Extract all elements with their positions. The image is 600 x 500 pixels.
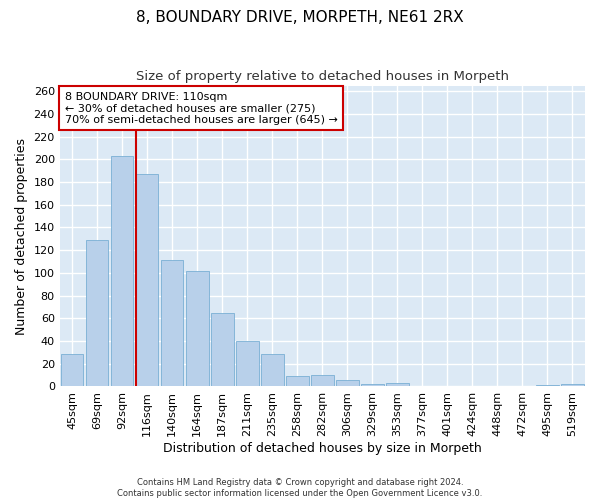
Bar	[361, 384, 383, 386]
Bar	[286, 376, 308, 386]
Bar	[136, 174, 158, 386]
Bar	[336, 380, 359, 386]
Bar	[161, 260, 184, 386]
Text: 8, BOUNDARY DRIVE, MORPETH, NE61 2RX: 8, BOUNDARY DRIVE, MORPETH, NE61 2RX	[136, 10, 464, 25]
Y-axis label: Number of detached properties: Number of detached properties	[15, 138, 28, 334]
Bar	[561, 384, 584, 386]
Bar	[211, 312, 233, 386]
Bar	[236, 341, 259, 386]
Bar	[86, 240, 109, 386]
Title: Size of property relative to detached houses in Morpeth: Size of property relative to detached ho…	[136, 70, 509, 83]
X-axis label: Distribution of detached houses by size in Morpeth: Distribution of detached houses by size …	[163, 442, 482, 455]
Bar	[111, 156, 133, 386]
Bar	[261, 354, 284, 386]
Bar	[311, 375, 334, 386]
Bar	[386, 383, 409, 386]
Bar	[186, 270, 209, 386]
Bar	[61, 354, 83, 386]
Text: Contains HM Land Registry data © Crown copyright and database right 2024.
Contai: Contains HM Land Registry data © Crown c…	[118, 478, 482, 498]
Text: 8 BOUNDARY DRIVE: 110sqm
← 30% of detached houses are smaller (275)
70% of semi-: 8 BOUNDARY DRIVE: 110sqm ← 30% of detach…	[65, 92, 338, 125]
